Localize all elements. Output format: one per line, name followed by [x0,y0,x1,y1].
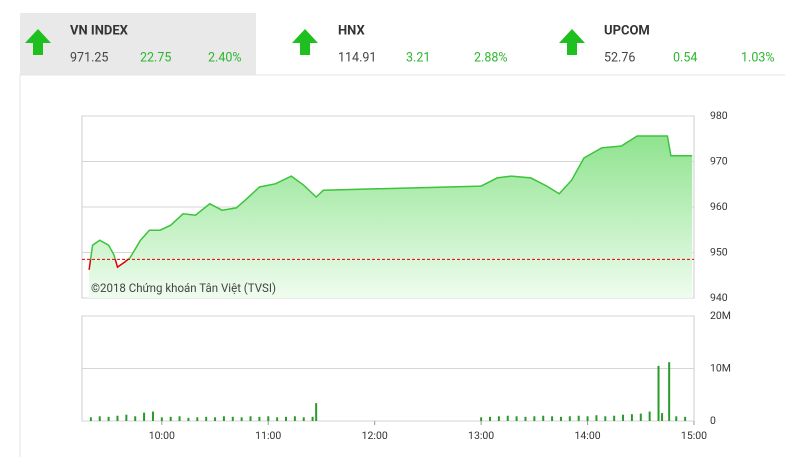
volume-bar [506,415,509,421]
volume-bar [151,411,154,421]
y-tick-label: 10M [710,361,731,374]
volume-bar [249,416,252,421]
index-percent: 2.88% [474,50,508,65]
volume-bar [143,412,146,421]
y-tick-label: 960 [710,200,728,213]
volume-bar [231,416,234,421]
volume-bar [116,415,119,421]
volume-bar [648,411,651,421]
volume-bar [657,365,660,421]
index-value: 52.76 [604,50,635,65]
volume-bar [524,416,527,421]
volume-bar [302,417,305,421]
index-percent: 2.40% [208,50,242,65]
volume-bar [675,416,678,421]
index-value: 114.91 [338,50,376,65]
x-tick-label: 11:00 [255,429,281,442]
volume-bar [311,416,314,421]
y-tick-label: 970 [710,154,728,167]
volume-bar [604,416,607,421]
y-tick-label: 20M [710,309,731,322]
volume-bar [214,417,217,421]
volume-bar [586,416,589,421]
volume-bar [134,416,137,421]
x-tick-label: 13:00 [468,429,494,442]
volume-bar [196,417,199,421]
volume-bar [107,416,110,421]
volume-bar [684,416,687,421]
volume-bar [497,416,500,421]
volume-bar [285,416,287,421]
x-tick-label: 15:00 [681,429,707,442]
volume-bar [661,413,664,421]
volume-bar [293,416,296,421]
volume-bar [205,416,208,421]
volume-bar [125,414,128,421]
x-tick-label: 10:00 [149,429,175,442]
volume-bar [267,416,270,421]
x-tick-label: 14:00 [574,429,600,442]
volume-bar [630,414,633,421]
volume-bar [613,415,616,421]
x-tick-label: 12:00 [362,429,388,442]
up-arrow [559,29,585,55]
volume-bar [480,417,483,421]
volume-bar [187,417,190,421]
up-arrow [25,29,51,55]
index-change: 22.75 [140,50,171,65]
index-value: 971.25 [70,50,108,65]
volume-bar [542,415,545,421]
volume-bar [622,414,625,421]
volume-bar [568,416,571,421]
y-tick-label: 980 [710,109,728,122]
volume-bar [276,417,279,421]
active-tile[interactable] [20,13,256,75]
volume-bar [551,416,554,421]
up-arrow [292,29,318,55]
volume-bar [577,415,580,421]
volume-bar [515,416,518,421]
volume-bar [240,417,243,421]
volume-bar [160,417,163,421]
copyright: ©2018 Chứng khoán Tân Việt (TVSI) [91,281,276,295]
index-name: UPCOM [604,23,650,38]
volume-bar [639,413,642,421]
price-area [89,136,693,298]
volume-bar [89,417,92,421]
volume-bar [169,416,172,421]
y-tick-label: 940 [710,291,728,304]
index-percent: 1.03% [741,50,775,65]
volume-bar [258,416,261,421]
volume-bar [98,416,101,421]
index-name: VN INDEX [70,23,129,38]
volume-bar [533,416,536,421]
index-name: HNX [338,23,365,38]
volume-bar [559,416,562,421]
index-change: 0.54 [673,50,697,65]
volume-bar [315,403,318,421]
volume-bar [178,416,181,421]
price-line [89,135,693,260]
price-line-below [88,259,130,270]
volume-bar [668,362,671,421]
volume-bar [222,416,225,421]
index-change: 3.21 [406,50,430,65]
volume-bar [489,416,491,421]
volume-bar [595,415,598,421]
y-tick-label: 0 [710,414,716,427]
y-tick-label: 950 [710,245,728,258]
